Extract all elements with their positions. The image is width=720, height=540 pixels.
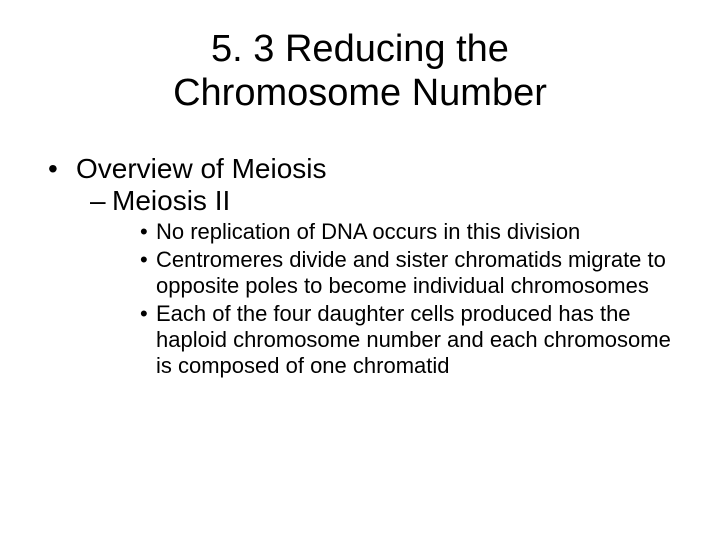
title-line-1: 5. 3 Reducing the	[211, 28, 509, 70]
title-line-2: Chromosome Number	[173, 72, 547, 114]
lvl3-text-0: No replication of DNA occurs in this div…	[156, 219, 580, 244]
bullet-dot-icon: •	[140, 219, 156, 245]
bullet-level-3: •No replication of DNA occurs in this di…	[48, 219, 672, 245]
bullet-dot-icon: •	[140, 301, 156, 327]
lvl3-text-1: Centromeres divide and sister chromatids…	[156, 247, 666, 298]
bullet-dot-icon: •	[140, 247, 156, 273]
lvl3-text-2: Each of the four daughter cells produced…	[156, 301, 671, 378]
bullet-level-2: –Meiosis II	[48, 185, 672, 217]
slide-title: 5. 3 Reducing the Chromosome Number	[0, 0, 720, 115]
bullet-dot-icon: •	[48, 153, 76, 185]
bullet-level-1: •Overview of Meiosis	[48, 153, 672, 185]
lvl2-text: Meiosis II	[112, 185, 230, 216]
dash-icon: –	[90, 185, 112, 217]
lvl1-text: Overview of Meiosis	[76, 153, 327, 184]
bullet-level-3: •Each of the four daughter cells produce…	[48, 301, 672, 379]
bullet-level-3: •Centromeres divide and sister chromatid…	[48, 247, 672, 299]
slide-body: •Overview of Meiosis –Meiosis II •No rep…	[0, 115, 720, 379]
